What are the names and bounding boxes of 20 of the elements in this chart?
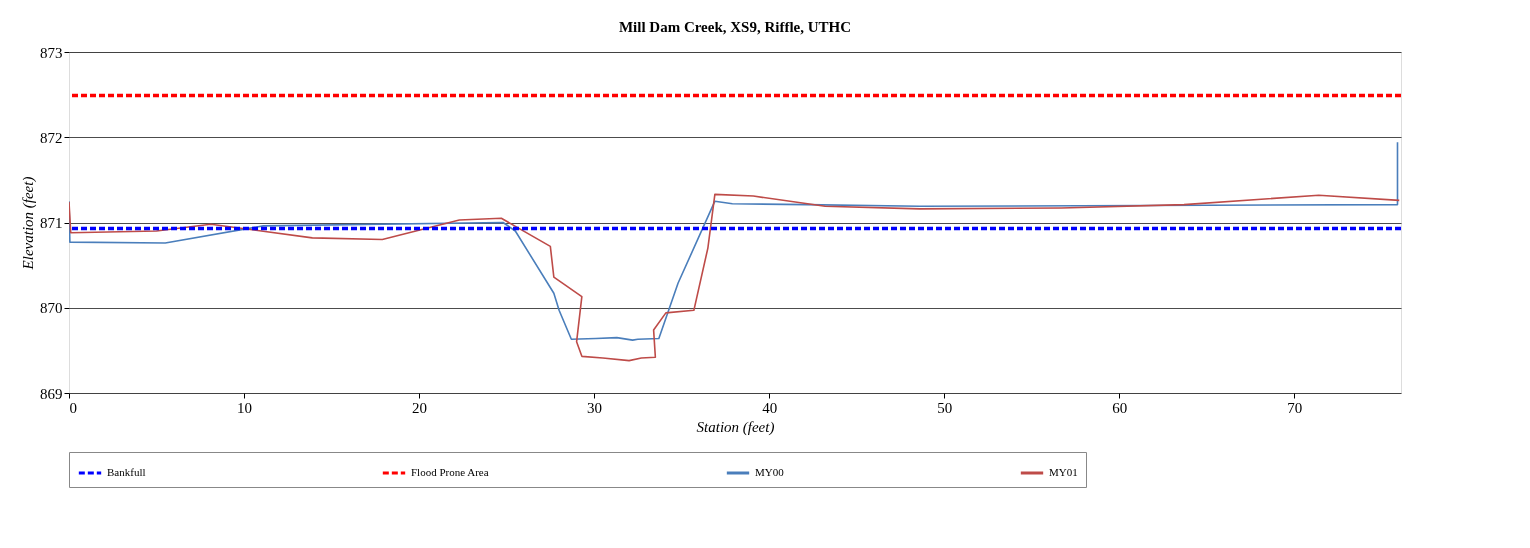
- y-tick-label: 872: [40, 129, 63, 146]
- legend-label: MY00: [755, 466, 785, 478]
- legend-label: Flood Prone Area: [411, 466, 489, 478]
- x-tick-label: 10: [237, 399, 253, 416]
- y-axis-title: Elevation (feet): [20, 176, 37, 271]
- x-tick-label: 60: [1112, 399, 1128, 416]
- chart-title: Mill Dam Creek, XS9, Riffle, UTHC: [618, 19, 852, 35]
- legend-label: Bankfull: [107, 466, 146, 478]
- y-tick-label: 873: [40, 44, 63, 61]
- x-tick-label: 50: [937, 399, 953, 416]
- y-tick-label: 871: [40, 215, 63, 231]
- y-tick-label: 870: [40, 300, 63, 317]
- x-tick-label: 0: [69, 399, 77, 416]
- legend-label: MY01: [1049, 466, 1078, 478]
- x-tick-label: 70: [1287, 399, 1303, 416]
- x-axis-title: Station (feet): [696, 418, 775, 436]
- y-tick-label: 869: [40, 385, 63, 402]
- x-tick-label: 20: [412, 399, 428, 416]
- x-tick-label: 40: [762, 399, 778, 416]
- x-tick-label: 30: [587, 399, 603, 416]
